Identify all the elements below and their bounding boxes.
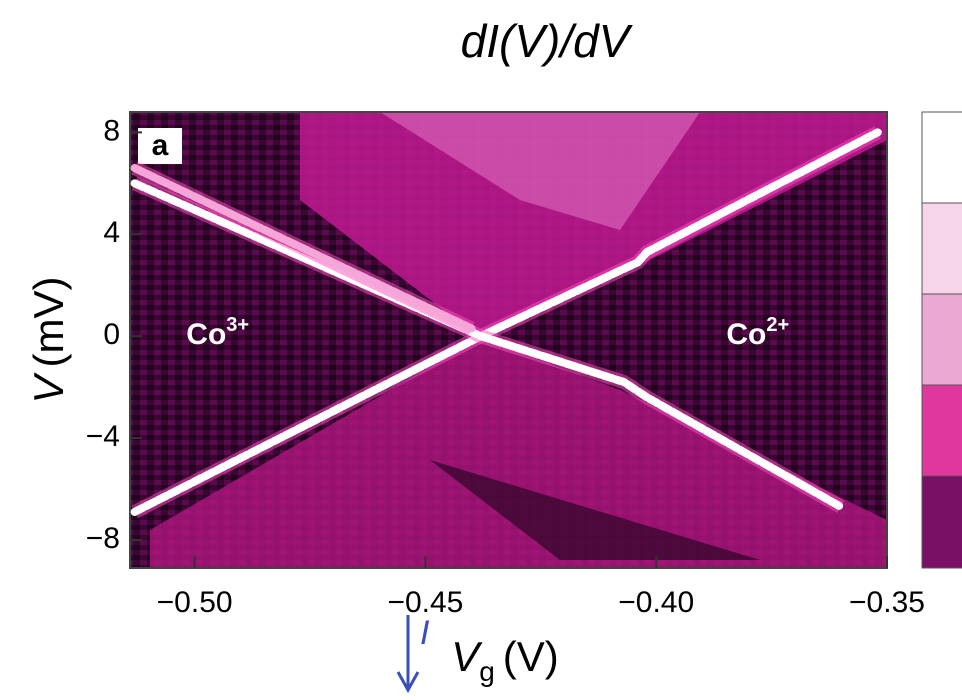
annotation: Co2+ [726, 314, 789, 351]
annotation-superscript: 3+ [226, 314, 249, 336]
panel-label: a [152, 129, 169, 162]
y-tick-label: 4 [103, 216, 120, 249]
annotation: Co3+ [186, 314, 249, 351]
annotation-text: Co [186, 318, 226, 351]
chart-title: dI(V)/dV [461, 15, 634, 67]
colorbar [921, 111, 962, 569]
y-tick-label: −4 [86, 420, 120, 453]
panel-label-box [138, 128, 182, 164]
current-label: I [420, 614, 430, 652]
y-axis-label: V(mV) [25, 277, 72, 404]
y-tick-label: 0 [103, 318, 120, 351]
feature-line [130, 164, 476, 333]
annotation-text: Co [726, 318, 766, 351]
current-arrow [396, 615, 420, 694]
x-tick-label: −0.35 [849, 586, 925, 619]
x-tick-label: −0.50 [157, 586, 233, 619]
feature-line [130, 128, 882, 516]
y-tick-label: −8 [86, 522, 120, 555]
x-tick-label: −0.45 [387, 586, 463, 619]
x-tick-label: −0.40 [618, 586, 694, 619]
y-tick-label: 8 [103, 114, 120, 147]
plot-frame [129, 111, 888, 569]
annotation-superscript: 2+ [766, 314, 789, 336]
x-axis-label: Vg (V) [451, 633, 559, 687]
